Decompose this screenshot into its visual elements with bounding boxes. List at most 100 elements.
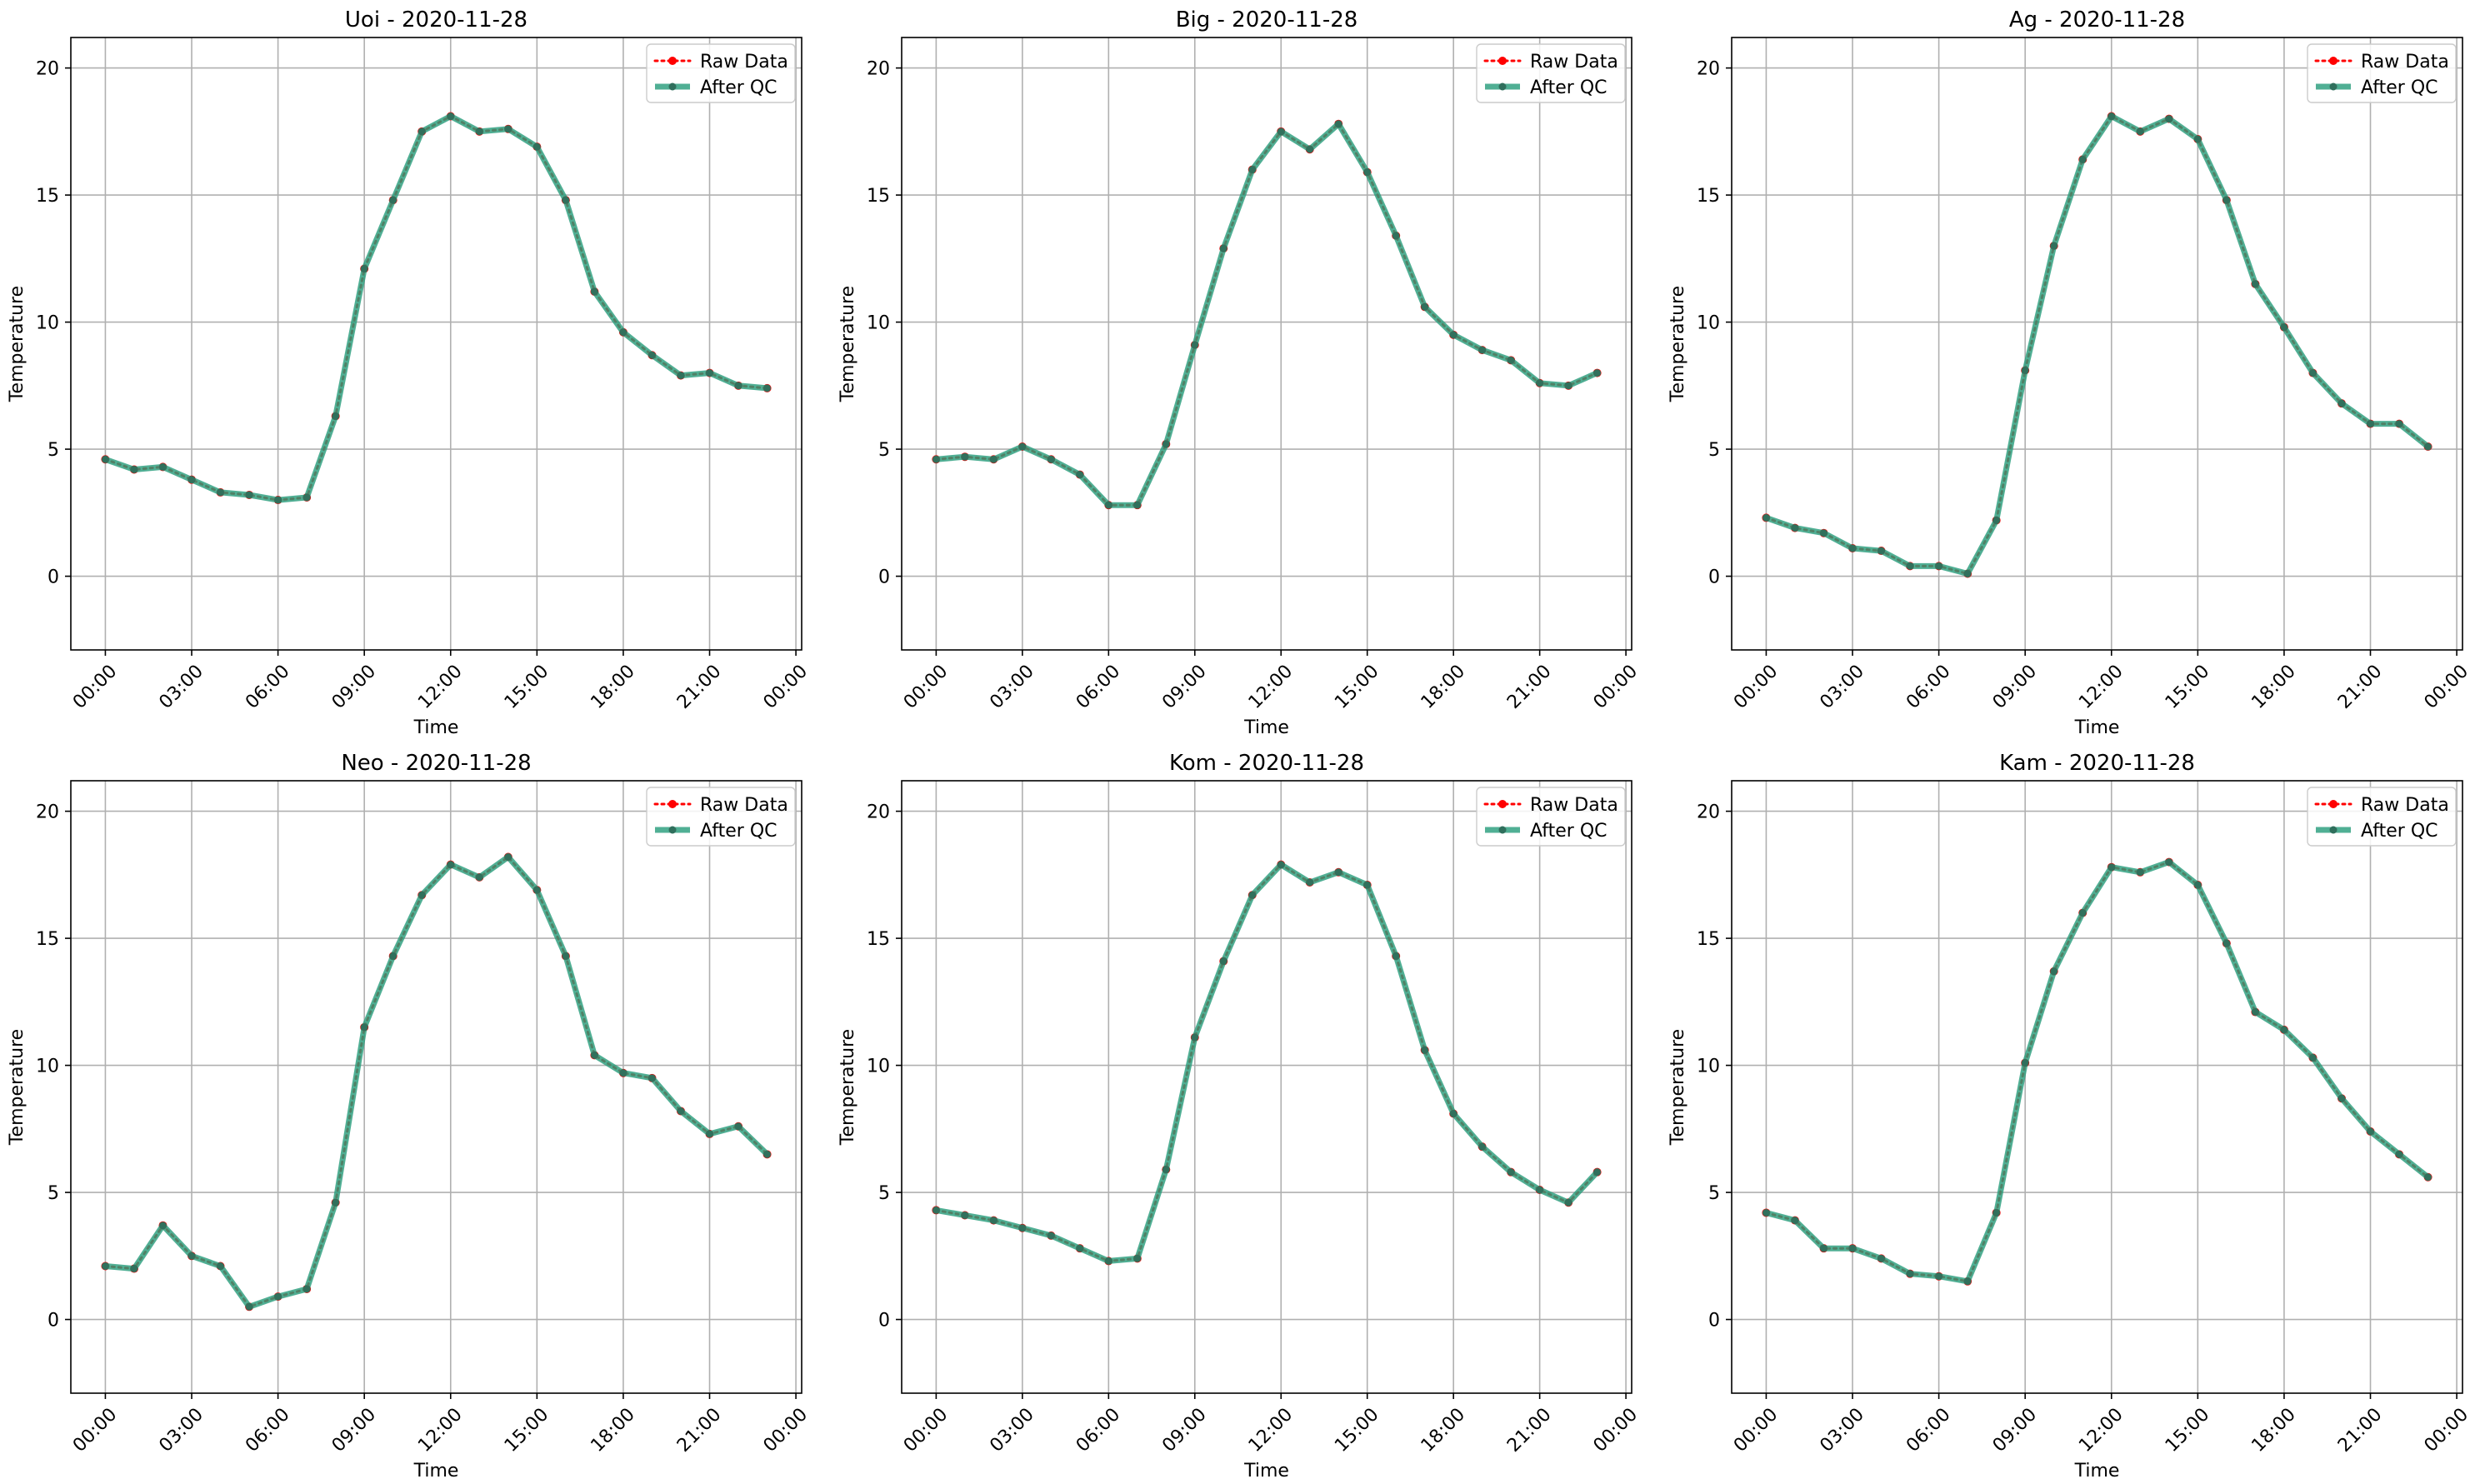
x-tick-label: 06:00 [1072, 661, 1125, 713]
after-qc-point [1392, 952, 1400, 960]
after-qc-point [360, 1023, 368, 1032]
after-qc-point [1076, 471, 1084, 479]
x-tick-label: 09:00 [1158, 661, 1211, 713]
y-tick-label: 0 [1708, 567, 1720, 588]
after-qc-point [1992, 516, 2001, 524]
legend-label-raw-data: Raw Data [1530, 52, 1618, 72]
x-tick-label: 06:00 [1902, 1404, 1955, 1457]
after-qc-point [2280, 323, 2288, 332]
x-tick-label: 09:00 [328, 1404, 381, 1457]
x-tick-label: 00:00 [1730, 1404, 1782, 1457]
chart-title: Uoi - 2020-11-28 [345, 7, 528, 32]
series-raw-data [1762, 112, 2432, 578]
after-qc-point [158, 1222, 167, 1230]
after-qc-point [619, 328, 628, 337]
after-qc-point [389, 952, 398, 960]
after-qc-point [447, 112, 455, 121]
after-qc-point [763, 384, 772, 392]
after-qc-point [504, 125, 512, 133]
x-axis-label: Time [413, 1461, 459, 1482]
after-qc-point [2222, 196, 2231, 204]
legend-marker-raw-data [2329, 800, 2338, 808]
legend-label-after-qc: After QC [700, 77, 778, 98]
after-qc-point [504, 852, 512, 861]
y-tick-label: 20 [36, 802, 59, 823]
x-axis-label: Time [2074, 1461, 2120, 1482]
x-tick-label: 15:00 [1331, 1404, 1383, 1457]
after-qc-point [1848, 544, 1857, 552]
y-tick-label: 10 [36, 313, 59, 334]
y-tick-label: 20 [1697, 802, 1720, 823]
after-qc-point [130, 465, 138, 473]
after-qc-point [1791, 524, 1799, 532]
after-qc-point [1564, 382, 1572, 390]
after-qc-point [734, 382, 742, 390]
y-tick-label: 0 [48, 567, 59, 588]
series-after-qc [1762, 858, 2432, 1286]
after-qc-point [590, 1051, 598, 1059]
chart-title: Ag - 2020-11-28 [2009, 7, 2185, 32]
after-qc-point [961, 452, 969, 461]
after-qc-point [1191, 1033, 1199, 1042]
after-qc-point [989, 1217, 998, 1225]
after-qc-point [2367, 1127, 2375, 1136]
after-qc-point [1848, 1244, 1857, 1252]
after-qc-line [932, 121, 1601, 508]
y-axis-label: Temperature [838, 286, 858, 402]
legend-marker-after-qc [2329, 826, 2338, 834]
after-qc-point [2021, 367, 2029, 375]
x-tick-label: 06:00 [1072, 1404, 1125, 1457]
after-qc-point [274, 496, 282, 504]
after-qc-point [1392, 232, 1400, 240]
x-tick-label: 09:00 [1989, 661, 2042, 713]
after-qc-point [1018, 1224, 1027, 1232]
axes-frame [1731, 780, 2463, 1394]
after-qc-point [332, 412, 340, 420]
after-qc-point [418, 127, 426, 136]
after-qc-point [1564, 1198, 1572, 1207]
after-qc-point [1762, 513, 1770, 522]
after-qc-point [2078, 155, 2087, 163]
after-qc-point [2251, 280, 2259, 288]
after-qc-point [1536, 1186, 1544, 1194]
after-qc-point [1593, 1168, 1602, 1177]
raw-data-line [934, 122, 1599, 507]
after-qc-point [2165, 115, 2173, 123]
chart-title: Kam - 2020-11-28 [1999, 751, 2195, 776]
legend-marker-after-qc [668, 82, 677, 91]
after-qc-point [130, 1265, 138, 1273]
after-qc-point [1878, 1254, 1886, 1262]
y-tick-label: 5 [1708, 440, 1720, 461]
after-qc-point [1963, 1277, 1972, 1286]
series-after-qc [101, 852, 772, 1311]
legend-label-raw-data: Raw Data [700, 52, 788, 72]
x-tick-label: 03:00 [155, 661, 208, 713]
after-qc-point [532, 886, 541, 894]
after-qc-point [1334, 120, 1342, 128]
after-qc-point [1992, 1208, 2001, 1217]
after-qc-point [2136, 127, 2144, 136]
after-qc-point [188, 476, 196, 484]
legend-marker-after-qc [2329, 82, 2338, 91]
after-qc-point [418, 891, 426, 899]
after-qc-point [475, 127, 483, 136]
series-raw-data [101, 852, 772, 1312]
x-axis-label: Time [1243, 717, 1289, 738]
x-tick-label: 21:00 [2334, 661, 2387, 713]
y-axis-label: Temperature [7, 1029, 28, 1146]
x-tick-label: 00:00 [1590, 661, 1642, 713]
after-qc-point [961, 1212, 969, 1220]
y-tick-label: 0 [48, 1311, 59, 1332]
after-qc-point [2280, 1026, 2288, 1034]
after-qc-point [2338, 1094, 2346, 1102]
after-qc-point [677, 372, 685, 380]
y-tick-label: 5 [878, 440, 890, 461]
after-qc-point [1133, 1254, 1142, 1262]
after-qc-point [302, 1285, 311, 1293]
after-qc-point [274, 1292, 282, 1301]
legend-label-raw-data: Raw Data [2361, 795, 2449, 816]
after-qc-point [1306, 145, 1314, 153]
after-qc-point [1906, 562, 1914, 570]
after-qc-point [2193, 881, 2202, 889]
after-qc-point [1421, 1046, 1429, 1054]
